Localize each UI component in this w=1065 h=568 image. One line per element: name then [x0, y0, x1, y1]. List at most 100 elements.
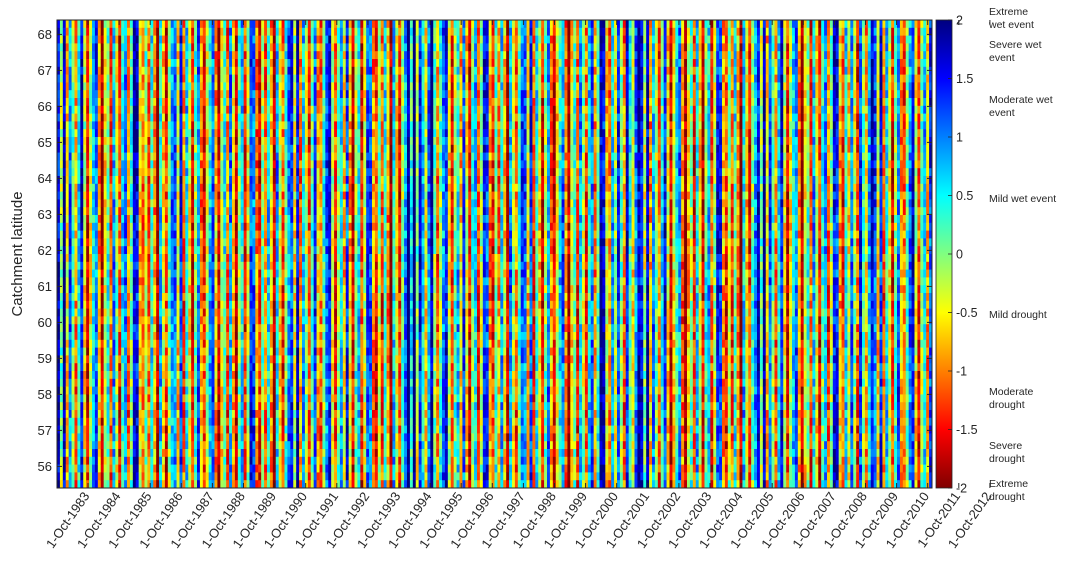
heatmap-cell: [103, 261, 107, 270]
heatmap-cell: [83, 35, 87, 44]
heatmap-cell: [232, 121, 236, 130]
heatmap-cell: [68, 464, 72, 473]
heatmap-cell: [159, 176, 163, 185]
heatmap-cell: [255, 456, 259, 465]
heatmap-cell: [182, 410, 186, 419]
heatmap-cell: [132, 183, 137, 192]
heatmap-cell: [132, 456, 137, 465]
heatmap-cell: [57, 402, 61, 411]
heatmap-cell: [132, 160, 137, 169]
heatmap-cell: [220, 363, 224, 372]
heatmap-cell: [141, 332, 145, 341]
heatmap-cell: [89, 113, 93, 122]
heatmap-cell: [275, 113, 280, 122]
heatmap-cell: [214, 199, 218, 208]
heatmap-cell: [199, 456, 204, 465]
heatmap-cell: [179, 316, 183, 325]
heatmap-cell: [232, 277, 236, 286]
heatmap-cell: [191, 113, 195, 122]
heatmap-cell: [144, 371, 148, 380]
heatmap-cell: [144, 339, 148, 348]
heatmap-cell: [115, 363, 119, 372]
heatmap-cell: [129, 363, 134, 372]
heatmap-cell: [153, 238, 157, 247]
heatmap-cell: [269, 277, 274, 286]
heatmap-cell: [100, 20, 105, 29]
heatmap-cell: [92, 168, 96, 177]
heatmap-cell: [124, 339, 128, 348]
heatmap-cell: [220, 199, 224, 208]
heatmap-cell: [284, 246, 288, 255]
heatmap-cell: [109, 339, 113, 348]
heatmap-cell: [97, 160, 102, 169]
heatmap-cell: [100, 254, 105, 263]
heatmap-cell: [296, 293, 300, 302]
heatmap-cell: [112, 293, 116, 302]
heatmap-cell: [83, 176, 87, 185]
heatmap-cell: [103, 371, 107, 380]
heatmap-cell: [226, 480, 230, 488]
heatmap-cell: [62, 300, 67, 309]
heatmap-cell: [240, 137, 245, 146]
heatmap-cell: [264, 137, 268, 146]
heatmap-cell: [167, 74, 172, 83]
heatmap-cell: [147, 355, 151, 364]
heatmap-cell: [179, 129, 183, 138]
heatmap-cell: [86, 324, 90, 333]
heatmap-cell: [220, 113, 224, 122]
heatmap-cell: [129, 20, 134, 29]
heatmap-cell: [77, 238, 81, 247]
heatmap-cell: [118, 222, 122, 231]
heatmap-cell: [197, 160, 201, 169]
heatmap-cell: [191, 386, 195, 395]
heatmap-cell: [232, 316, 236, 325]
heatmap-cell: [97, 347, 102, 356]
heatmap-cell: [243, 456, 247, 465]
heatmap-cell: [74, 371, 78, 380]
heatmap-cell: [261, 363, 265, 372]
heatmap-cell: [153, 433, 157, 442]
heatmap-cell: [226, 191, 230, 200]
heatmap-cell: [162, 293, 166, 302]
heatmap-cell: [150, 456, 154, 465]
heatmap-cell: [197, 238, 201, 247]
heatmap-cell: [197, 480, 201, 488]
heatmap-cell: [205, 168, 210, 177]
heatmap-cell: [264, 215, 268, 224]
heatmap-cell: [246, 425, 250, 434]
heatmap-cell: [223, 386, 227, 395]
heatmap-cell: [144, 433, 148, 442]
heatmap-cell: [179, 230, 183, 239]
heatmap-cell: [240, 43, 245, 52]
heatmap-cell: [153, 215, 157, 224]
heatmap-cell: [264, 425, 268, 434]
heatmap-cell: [132, 339, 137, 348]
heatmap-cell: [217, 43, 221, 52]
heatmap-cell: [275, 332, 280, 341]
heatmap-cell: [86, 113, 90, 122]
heatmap-cell: [234, 121, 239, 130]
heatmap-cell: [83, 480, 87, 488]
heatmap-cell: [144, 144, 148, 153]
heatmap-cell: [267, 386, 271, 395]
heatmap-cell: [103, 449, 107, 458]
heatmap-cell: [80, 152, 84, 161]
heatmap-cell: [258, 472, 262, 481]
heatmap-cell: [205, 35, 210, 44]
heatmap-cell: [164, 222, 169, 231]
heatmap-cell: [159, 35, 163, 44]
heatmap-cell: [290, 269, 294, 278]
heatmap-cell: [100, 472, 105, 481]
heatmap-cell: [226, 66, 230, 75]
heatmap-cell: [167, 144, 172, 153]
heatmap-cell: [243, 90, 247, 99]
heatmap-cell: [214, 20, 218, 29]
heatmap-cell: [115, 35, 119, 44]
heatmap-cell: [223, 121, 227, 130]
heatmap-cell: [182, 183, 186, 192]
heatmap-cell: [252, 27, 256, 36]
heatmap-cell: [269, 316, 274, 325]
heatmap-cell: [179, 339, 183, 348]
heatmap-cell: [240, 386, 245, 395]
heatmap-cell: [167, 191, 172, 200]
